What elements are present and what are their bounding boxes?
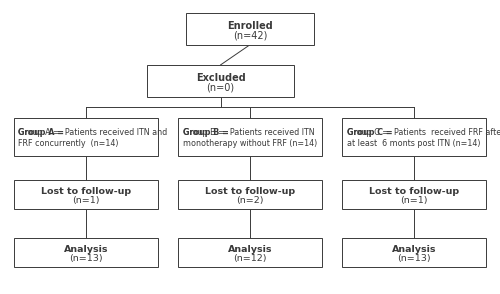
FancyBboxPatch shape (178, 180, 322, 209)
Text: Lost to follow-up: Lost to follow-up (41, 187, 131, 196)
Text: Analysis: Analysis (228, 245, 272, 254)
Text: (n=2): (n=2) (236, 196, 264, 206)
Text: (n=1): (n=1) (72, 196, 100, 206)
Text: Analysis: Analysis (64, 245, 108, 254)
FancyBboxPatch shape (147, 65, 294, 96)
Text: (n=12): (n=12) (233, 254, 267, 263)
Text: Group A =: Group A = (18, 128, 67, 137)
FancyBboxPatch shape (342, 180, 486, 209)
Text: Group B =  Patients received ITN: Group B = Patients received ITN (182, 128, 314, 137)
Text: (n=0): (n=0) (206, 83, 234, 93)
Text: Group A =  Patients received ITN and: Group A = Patients received ITN and (18, 128, 168, 137)
Text: Analysis: Analysis (392, 245, 436, 254)
FancyBboxPatch shape (342, 238, 486, 267)
FancyBboxPatch shape (14, 238, 158, 267)
Text: (n=13): (n=13) (398, 254, 431, 263)
Text: (n=13): (n=13) (69, 254, 102, 263)
FancyBboxPatch shape (178, 238, 322, 267)
Text: Group B =: Group B = (182, 128, 232, 137)
Text: Group C =  Patients  received FRF after: Group C = Patients received FRF after (347, 128, 500, 137)
Text: Excluded: Excluded (196, 73, 246, 83)
Text: Lost to follow-up: Lost to follow-up (205, 187, 295, 196)
Text: monotherapy without FRF (n=14): monotherapy without FRF (n=14) (182, 139, 317, 148)
Text: (n=42): (n=42) (233, 31, 267, 41)
Text: Group C =: Group C = (347, 128, 395, 137)
FancyBboxPatch shape (186, 13, 314, 45)
Text: (n=1): (n=1) (400, 196, 428, 206)
FancyBboxPatch shape (178, 118, 322, 156)
FancyBboxPatch shape (14, 118, 158, 156)
Text: Lost to follow-up: Lost to follow-up (369, 187, 459, 196)
Text: Enrolled: Enrolled (227, 21, 273, 31)
Text: at least  6 monts post ITN (n=14): at least 6 monts post ITN (n=14) (347, 139, 480, 148)
Text: FRF concurrently  (n=14): FRF concurrently (n=14) (18, 139, 119, 148)
FancyBboxPatch shape (14, 180, 158, 209)
FancyBboxPatch shape (342, 118, 486, 156)
